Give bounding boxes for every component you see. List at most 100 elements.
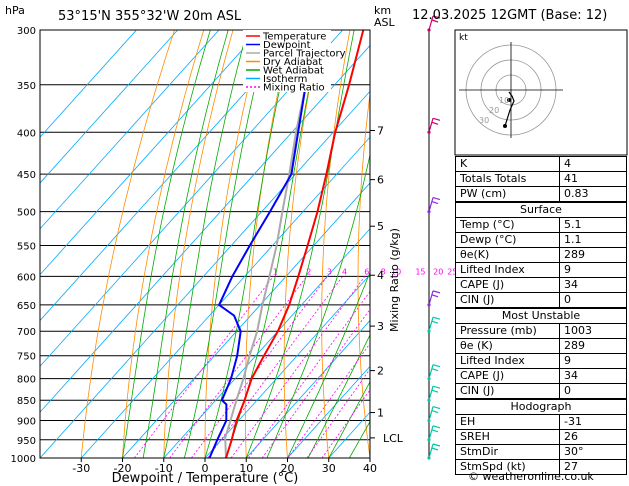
hodograph-trace xyxy=(504,91,515,127)
wet-adiabat xyxy=(266,152,370,458)
wind-barb xyxy=(428,364,441,379)
plot-frame xyxy=(39,29,371,459)
temperature-tick-label: -20 xyxy=(114,462,132,475)
pressure-tick-label: 1000 xyxy=(11,454,36,465)
pressure-tick-label: 850 xyxy=(17,396,36,407)
hodograph-stat-row: StmDir 30° xyxy=(455,444,627,460)
dry-adiabat xyxy=(163,30,234,458)
mixing-ratio-axis-title: Mixing Ratio (g/kg) xyxy=(388,228,401,332)
surface-label: Lifted Index xyxy=(455,262,560,278)
mixing-ratio-label: 20 xyxy=(433,267,443,276)
mixing-ratio-label: 8 xyxy=(381,267,386,276)
index-row: PW (cm) 0.83 xyxy=(455,186,627,202)
temperature-line xyxy=(225,30,365,458)
most-unstable-value: 289 xyxy=(559,338,627,354)
dry-adiabat xyxy=(283,30,322,458)
hodograph-ring-label: 30 xyxy=(479,116,489,125)
most-unstable-value: 0 xyxy=(559,383,627,399)
isotherm xyxy=(287,365,370,458)
wind-barb xyxy=(428,290,441,306)
mixing-ratio-label: 15 xyxy=(415,267,425,276)
pressure-tick-label: 750 xyxy=(17,352,36,363)
temperature-tick-label: 20 xyxy=(281,462,295,475)
hodograph-stat-row: StmSpd (kt) 27 xyxy=(455,459,627,475)
most-unstable-title: Most Unstable xyxy=(455,308,627,324)
dry-adiabat xyxy=(244,30,292,458)
hodograph-stat-row: SREH 26 xyxy=(455,429,627,445)
dry-adiabat xyxy=(357,90,370,458)
lcl-label: LCL xyxy=(383,432,404,445)
dewpoint-line xyxy=(208,30,319,458)
index-label: K xyxy=(455,156,560,172)
mixing-ratio-line xyxy=(191,276,328,458)
isotherm xyxy=(40,90,370,458)
wet-adiabat xyxy=(287,271,370,458)
isotherm xyxy=(204,274,370,458)
km-tick-label: 5 xyxy=(377,220,384,233)
most-unstable-label: CAPE (J) xyxy=(455,368,560,384)
mixing-ratio-line xyxy=(230,276,366,458)
mixing-ratio-line xyxy=(133,276,274,458)
pressure-tick-label: 650 xyxy=(17,301,36,312)
parcel-trajectory-line xyxy=(224,30,319,458)
mixing-ratio-label: 4 xyxy=(342,267,347,276)
isotherm xyxy=(40,30,302,322)
mixing-ratio-label: 2 xyxy=(306,267,311,276)
mixing-ratio-label: 3 xyxy=(327,267,332,276)
most-unstable-label: θe (K) xyxy=(455,338,560,354)
wind-barb xyxy=(428,425,441,440)
km-tick-label: 7 xyxy=(377,124,384,137)
temperature-tick-label: -30 xyxy=(72,462,90,475)
mixing-ratio-line xyxy=(306,368,370,458)
wet-adiabat xyxy=(307,334,370,458)
mixing-ratio-line xyxy=(169,276,308,458)
wind-barb xyxy=(428,15,441,31)
most-unstable-table: Most Unstable Pressure (mb) 1003 θe (K) 289… xyxy=(455,308,627,399)
legend-label: Temperature xyxy=(262,32,326,43)
surface-title: Surface xyxy=(455,202,627,218)
temperature-tick-label: -10 xyxy=(155,462,173,475)
pressure-tick-label: 700 xyxy=(17,327,36,338)
most-unstable-row: θe (K) 289 xyxy=(455,338,627,354)
isotherm xyxy=(40,30,343,367)
surface-row: θe(K) 289 xyxy=(455,247,627,263)
wet-adiabat xyxy=(142,30,229,458)
wet-adiabat xyxy=(163,30,248,458)
wind-barb xyxy=(428,385,441,401)
pressure-tick-label: 300 xyxy=(17,26,36,37)
hodograph-stat-label: StmSpd (kt) xyxy=(455,459,560,475)
hodograph-point xyxy=(507,98,511,102)
surface-value: 34 xyxy=(559,277,627,293)
most-unstable-label: Lifted Index xyxy=(455,353,560,369)
legend-label: Mixing Ratio xyxy=(263,83,325,94)
dry-adiabat xyxy=(80,30,175,458)
hodograph-unit-label: kt xyxy=(459,33,468,43)
pressure-tick-label: 500 xyxy=(17,208,36,219)
pressure-tick-label: 900 xyxy=(17,417,36,428)
legend-label: Wet Adiabat xyxy=(263,66,324,77)
isotherm xyxy=(40,30,220,230)
wet-adiabat xyxy=(184,30,270,458)
surface-row: CIN (J) 0 xyxy=(455,292,627,308)
asl-label: ASL xyxy=(374,16,396,29)
hodograph-stat-value: -31 xyxy=(559,414,627,430)
isotherm xyxy=(40,30,137,138)
hodograph-title: Hodograph xyxy=(455,399,627,415)
surface-label: Dewp (°C) xyxy=(455,232,560,248)
hodograph-stat-value: 27 xyxy=(559,459,627,475)
hodograph-stat-value: 30° xyxy=(559,444,627,460)
hodograph-point xyxy=(503,124,507,128)
surface-value: 289 xyxy=(559,247,627,263)
surface-value: 5.1 xyxy=(559,217,627,233)
temperature-tick-label: 40 xyxy=(363,462,377,475)
pressure-tick-label: 450 xyxy=(17,170,36,181)
mixing-ratio-label: 6 xyxy=(364,267,369,276)
mixing-ratio-line xyxy=(261,308,370,458)
hodograph-stat-label: SREH xyxy=(455,429,560,445)
index-label: PW (cm) xyxy=(455,186,560,202)
legend-label: Parcel Trajectory xyxy=(263,49,346,60)
surface-value: 1.1 xyxy=(559,232,627,248)
surface-row: CAPE (J) 34 xyxy=(455,277,627,293)
